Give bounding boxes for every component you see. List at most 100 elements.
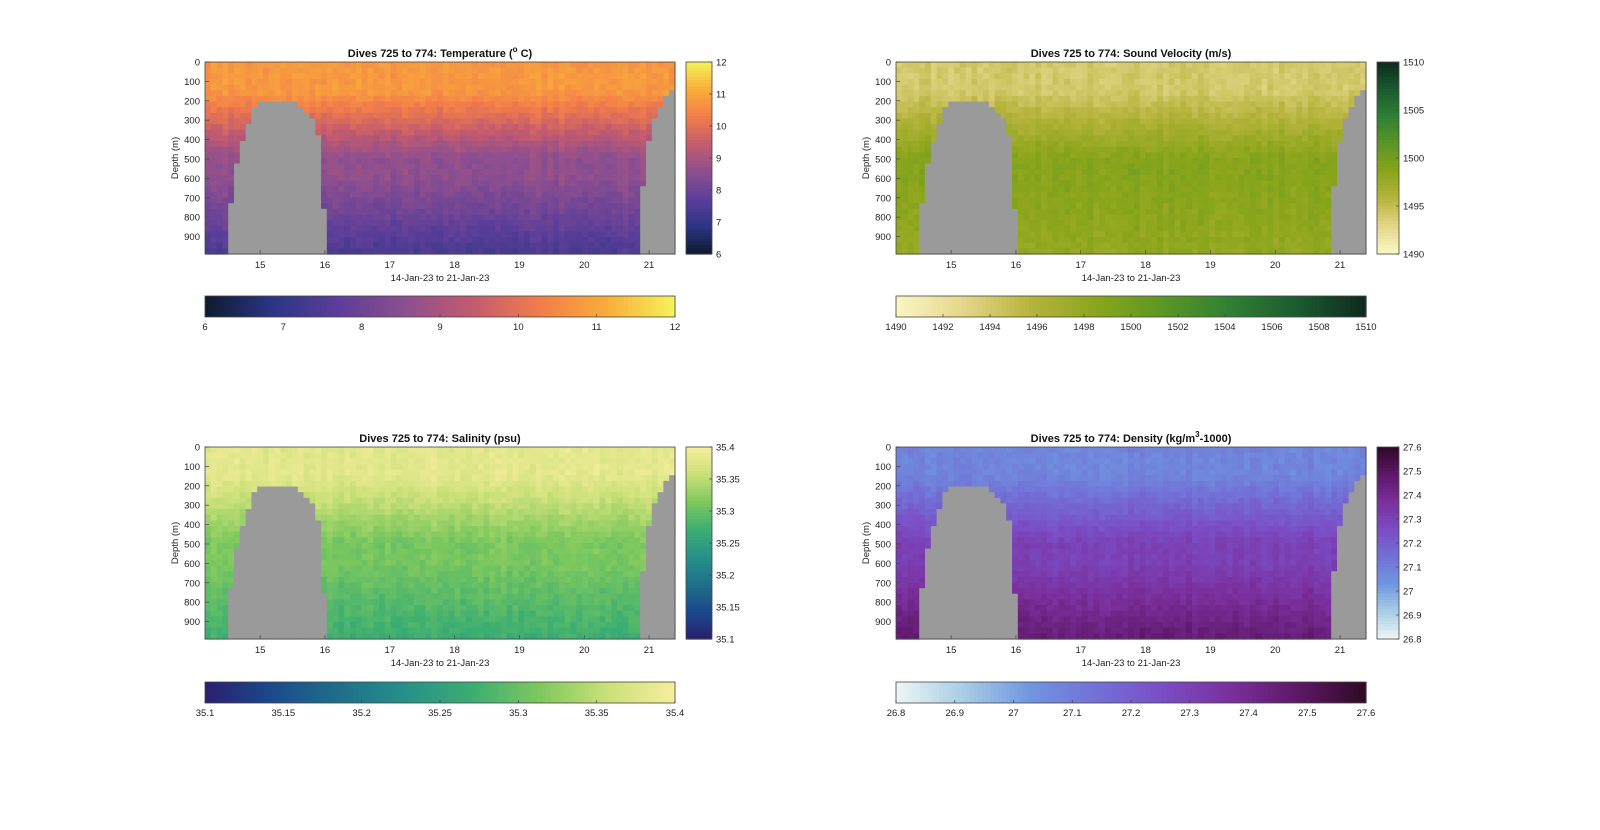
heatmap-cells [205, 62, 676, 255]
x-tick-label: 17 [384, 260, 395, 271]
bottom-colorbar-label: 7 [281, 322, 286, 333]
side-colorbar-label: 27.4 [1403, 491, 1422, 502]
bottom-colorbar-label: 35.35 [585, 708, 609, 719]
plot-area-frame [895, 446, 1367, 640]
chart-title-main: Dives 725 to 774: Temperature ( [348, 48, 513, 60]
chart-title: Dives 725 to 774: Sound Velocity (m/s) [1031, 48, 1232, 60]
y-tick-label: 600 [875, 174, 891, 185]
side-colorbar-label: 35.4 [716, 443, 735, 454]
y-tick-label: 300 [875, 116, 891, 127]
chart-title: Dives 725 to 774: Density (kg/m3-1000) [1031, 430, 1232, 445]
side-colorbar-label: 35.1 [716, 635, 735, 646]
y-tick-label: 600 [184, 559, 200, 570]
bottom-colorbar-label: 35.1 [196, 708, 215, 719]
x-tick-label: 19 [1205, 645, 1216, 656]
x-tick-label: 21 [1335, 260, 1346, 271]
x-tick-label: 17 [1075, 645, 1086, 656]
x-tick-label: 21 [644, 645, 655, 656]
bottom-colorbar-label: 35.3 [509, 708, 528, 719]
y-tick-label: 400 [875, 135, 891, 146]
y-axis-label: Depth (m) [170, 522, 181, 564]
bottom-colorbar-label: 35.2 [352, 708, 371, 719]
side-colorbar-label: 27.6 [1403, 443, 1422, 454]
y-tick-label: 700 [184, 193, 200, 204]
bottom-colorbar-label: 1494 [979, 322, 1000, 333]
side-colorbar-label: 1500 [1403, 154, 1424, 165]
x-tick-label: 16 [1011, 260, 1022, 271]
side-colorbar-label: 27.5 [1403, 467, 1422, 478]
x-tick-label: 20 [1270, 645, 1281, 656]
y-tick-label: 300 [184, 501, 200, 512]
bottom-colorbar: 1490 1492 1494 1496 1498 1500 1502 1504 1506 1508… [885, 295, 1377, 333]
x-tick-label: 21 [644, 260, 655, 271]
bottom-colorbar: 35.1 35.15 35.2 35.25 35.3 35.35 35.4 [196, 681, 685, 719]
side-colorbar-label: 35.25 [716, 539, 740, 550]
bottom-colorbar-label: 27 [1008, 708, 1019, 719]
heatmap-cells [896, 62, 1367, 255]
y-tick-label: 600 [875, 559, 891, 570]
bottom-colorbar-label: 27.5 [1298, 708, 1317, 719]
bottom-colorbar-label: 26.9 [946, 708, 965, 719]
bottom-colorbar-label: 12 [670, 322, 681, 333]
side-colorbar-label: 26.9 [1403, 611, 1422, 622]
x-tick-label: 15 [255, 260, 266, 271]
y-tick-label: 800 [184, 598, 200, 609]
side-colorbar-label: 1495 [1403, 202, 1424, 213]
y-tick-label: 800 [875, 598, 891, 609]
x-tick-label: 15 [255, 645, 266, 656]
bottom-colorbar-label: 35.4 [666, 708, 685, 719]
y-tick-label: 900 [875, 617, 891, 628]
x-tick-label: 17 [384, 645, 395, 656]
y-tick-label: 500 [184, 539, 200, 550]
y-tick-label: 400 [875, 520, 891, 531]
bottom-colorbar-label: 6 [202, 322, 207, 333]
x-tick-label: 16 [320, 645, 331, 656]
bottom-colorbar-label: 1500 [1120, 322, 1141, 333]
side-colorbar-label: 26.8 [1403, 635, 1422, 646]
bottom-colorbar: 26.8 26.9 27 27.1 27.2 27.3 27.4 27.5 27.6 [887, 681, 1376, 719]
y-tick-label: 900 [875, 232, 891, 243]
side-colorbar-label: 1510 [1403, 58, 1424, 69]
x-tick-label: 19 [514, 260, 525, 271]
chart-title-sup: 3 [1195, 430, 1200, 439]
side-colorbar-label: 9 [716, 154, 721, 165]
x-tick-label: 21 [1335, 645, 1346, 656]
side-colorbar: 6 7 8 9 10 11 12 [685, 58, 727, 261]
side-colorbar: 35.1 35.15 35.2 35.25 35.3 35.35 35.4 [685, 443, 740, 646]
y-tick-label: 100 [184, 462, 200, 473]
side-colorbar-label: 6 [716, 250, 721, 261]
side-colorbar-label: 35.3 [716, 507, 735, 518]
bottom-colorbar-label: 27.3 [1181, 708, 1200, 719]
side-colorbar-label: 12 [716, 58, 727, 69]
side-colorbar-label: 10 [716, 122, 727, 133]
bottom-colorbar-label: 1504 [1214, 322, 1235, 333]
side-colorbar: 26.8 26.9 27 27.1 27.2 27.3 27.4 27.5 27.6 [1376, 443, 1422, 646]
side-colorbar-label: 27.2 [1403, 539, 1422, 550]
y-tick-label: 200 [875, 481, 891, 492]
chart-title: Dives 725 to 774: Temperature (o C) [348, 45, 533, 60]
side-colorbar-label: 27 [1403, 587, 1414, 598]
y-tick-label: 400 [184, 135, 200, 146]
bottom-colorbar-label: 1498 [1073, 322, 1094, 333]
bottom-colorbar-label: 27.6 [1357, 708, 1376, 719]
chart-title-main: Dives 725 to 774: Salinity (psu) [359, 433, 521, 445]
side-colorbar-label: 35.15 [716, 603, 740, 614]
bottom-colorbar-label: 1508 [1308, 322, 1329, 333]
chart-panel-2: 0 100 200 300 400 500 600 700 800 900 15 16 17 18 19 20… [861, 48, 1424, 333]
y-tick-label: 600 [184, 174, 200, 185]
bottom-colorbar-label: 1490 [885, 322, 906, 333]
y-tick-label: 100 [875, 462, 891, 473]
x-tick-label: 18 [449, 260, 460, 271]
chart-title-main: Dives 725 to 774: Density (kg/m [1031, 433, 1196, 445]
y-tick-label: 200 [184, 96, 200, 107]
y-tick-label: 0 [886, 58, 891, 69]
bottom-colorbar-label: 27.1 [1063, 708, 1082, 719]
y-tick-label: 300 [875, 501, 891, 512]
bottom-colorbar-label: 35.25 [428, 708, 452, 719]
chart-panel-4: 0 100 200 300 400 500 600 700 800 900 15 16 17 18 19 20… [861, 430, 1422, 719]
chart-panel-1: 0 100 200 300 400 500 600 700 800 900 15 16 17 18 19 20… [170, 45, 727, 333]
y-tick-label: 400 [184, 520, 200, 531]
y-tick-label: 0 [886, 443, 891, 454]
x-tick-label: 18 [1140, 260, 1151, 271]
x-tick-label: 16 [320, 260, 331, 271]
